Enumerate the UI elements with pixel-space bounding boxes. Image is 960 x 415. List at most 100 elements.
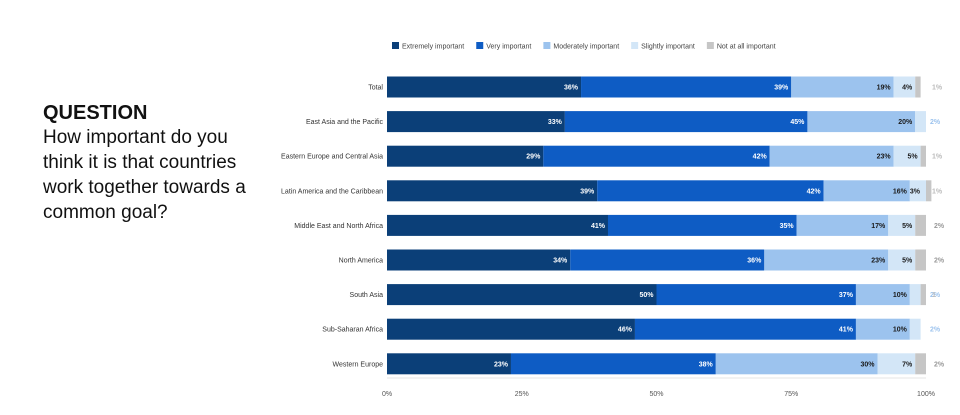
bar-segment xyxy=(909,284,921,306)
bar-segment xyxy=(855,284,910,306)
bar-segment xyxy=(888,249,916,271)
data-label: 41% xyxy=(591,223,606,230)
legend-swatch-extremely-important xyxy=(392,42,399,49)
data-label: 3% xyxy=(910,188,921,195)
data-label: 19% xyxy=(877,85,892,92)
bar-segment xyxy=(387,353,511,375)
data-label: 2% xyxy=(934,258,945,265)
data-label: 20% xyxy=(898,119,913,126)
data-label: 2% xyxy=(934,361,945,368)
category-label: Western Europe xyxy=(333,361,384,368)
data-label: 23% xyxy=(877,154,892,161)
bar-segment xyxy=(510,353,716,375)
bar-segment xyxy=(920,284,926,306)
x-tick-label: 25% xyxy=(515,391,529,398)
data-label: 16% xyxy=(893,188,908,195)
data-label: 45% xyxy=(790,119,805,126)
data-label: 30% xyxy=(860,361,875,368)
question-heading: QUESTION xyxy=(43,102,148,124)
category-label: Middle East and North Africa xyxy=(294,223,383,230)
bar-segment xyxy=(909,180,926,202)
data-label: 36% xyxy=(747,258,762,265)
x-tick-label: 0% xyxy=(382,391,392,398)
bar-segment xyxy=(877,353,916,375)
data-label: 10% xyxy=(893,292,908,299)
data-label: 29% xyxy=(526,154,541,161)
bar-segment xyxy=(915,76,921,98)
data-label: 23% xyxy=(494,361,509,368)
question-block: QUESTION How important do you think it i… xyxy=(43,101,253,225)
legend-swatch-very-important xyxy=(476,42,484,49)
data-label: 41% xyxy=(839,327,854,334)
data-label: 4% xyxy=(902,85,913,92)
category-label: Latin America and the Caribbean xyxy=(281,188,383,195)
legend-label-not-at-all-important: Not at all important xyxy=(717,44,776,51)
data-label: 39% xyxy=(774,85,789,92)
bar-segment xyxy=(915,249,926,271)
data-label: 36% xyxy=(564,85,579,92)
data-label: 17% xyxy=(871,223,886,230)
bar-segment xyxy=(926,180,932,202)
data-label: 10% xyxy=(893,327,908,334)
data-label: 5% xyxy=(907,154,918,161)
data-label: 5% xyxy=(902,223,913,230)
legend-label-extremely-important: Extremely important xyxy=(402,44,464,51)
bar-segment xyxy=(888,214,916,236)
data-label: 1% xyxy=(932,85,943,92)
x-tick-label: 100% xyxy=(917,391,935,398)
bar-segment xyxy=(607,214,797,236)
data-label: 1% xyxy=(932,154,943,161)
bar-segment xyxy=(597,180,824,202)
bar-segment xyxy=(387,180,598,202)
bar-segment xyxy=(570,249,765,271)
x-tick-label: 75% xyxy=(784,391,798,398)
data-label: 39% xyxy=(580,188,595,195)
bar-segment xyxy=(909,318,921,340)
bar-segment xyxy=(387,318,635,340)
bar-segment xyxy=(387,145,544,167)
bar-segment xyxy=(581,76,792,98)
bar-segment xyxy=(715,353,878,375)
legend-label-slightly-important: Slightly important xyxy=(641,44,695,51)
bar-segment xyxy=(915,353,926,375)
bar-segment xyxy=(387,214,608,236)
bar-segment xyxy=(387,111,565,133)
bar-segment xyxy=(791,76,894,98)
data-label: 23% xyxy=(871,258,886,265)
data-label: 5% xyxy=(902,258,913,265)
data-label: 42% xyxy=(807,188,822,195)
data-label: 2% xyxy=(934,223,945,230)
legend-label-very-important: Very important xyxy=(486,44,531,51)
bar-segment xyxy=(807,111,916,133)
data-label: 34% xyxy=(553,258,568,265)
data-label: 46% xyxy=(618,327,633,334)
data-label: 1% xyxy=(932,188,943,195)
category-label: Sub-Saharan Africa xyxy=(322,327,383,334)
data-label: 50% xyxy=(639,292,654,299)
data-label: 2% xyxy=(930,327,941,334)
data-label: 38% xyxy=(699,361,714,368)
category-label: North America xyxy=(339,258,383,265)
legend-swatch-moderately-important xyxy=(543,42,551,49)
data-label: 1 xyxy=(932,292,936,299)
category-label: Total xyxy=(368,85,383,92)
bar-segment xyxy=(893,145,921,167)
bar-segment xyxy=(387,76,582,98)
category-label: South Asia xyxy=(350,292,384,299)
bar-segment xyxy=(564,111,808,133)
data-label: 33% xyxy=(548,119,563,126)
bar-segment xyxy=(796,214,889,236)
bar-segment xyxy=(656,284,856,306)
data-label: 2% xyxy=(930,119,941,126)
data-label: 7% xyxy=(902,361,913,368)
category-label: East Asia and the Pacific xyxy=(306,119,384,126)
bar-segment xyxy=(764,249,889,271)
bar-segment xyxy=(387,284,657,306)
legend-swatch-slightly-important xyxy=(631,42,639,49)
bar-segment xyxy=(634,318,856,340)
bar-segment xyxy=(915,214,926,236)
bar-segment xyxy=(387,249,571,271)
bar-segment xyxy=(920,145,926,167)
bar-segment xyxy=(915,111,926,133)
